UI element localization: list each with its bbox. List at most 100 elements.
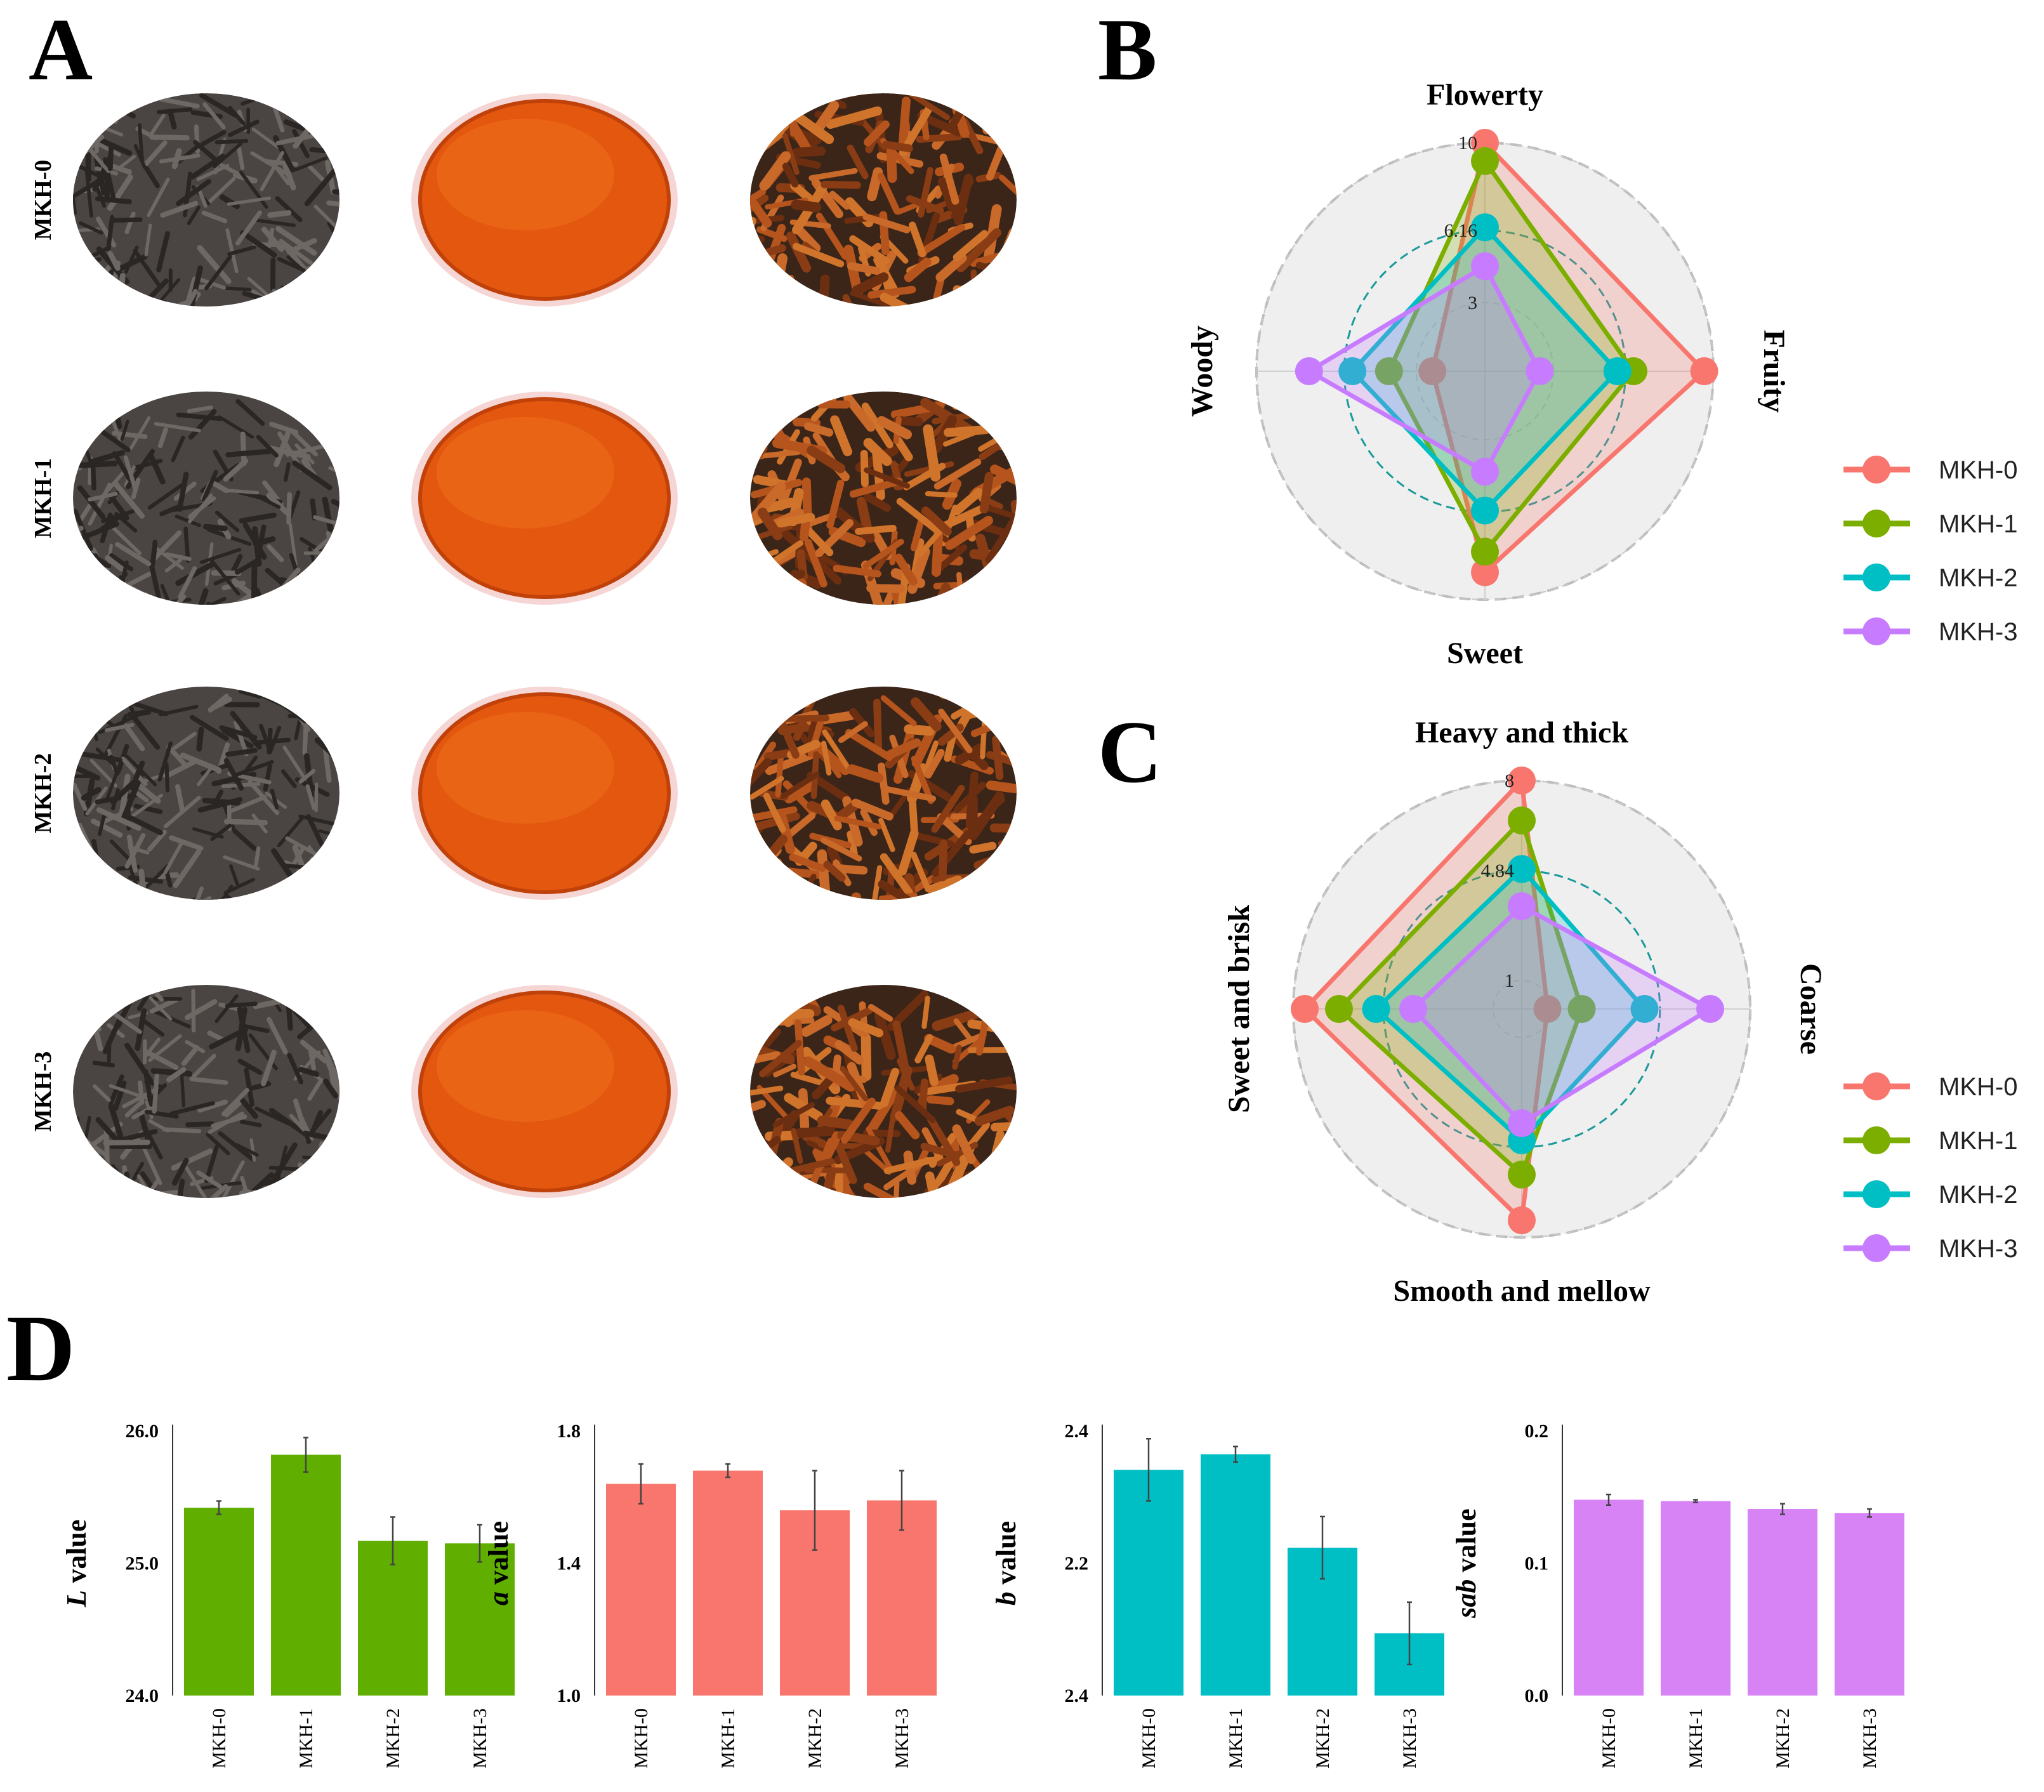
panel-label-A: A — [29, 1, 93, 99]
radar-point — [1690, 357, 1718, 385]
x-tick-label: MKH-2 — [1312, 1708, 1333, 1769]
x-tick-label: MKH-0 — [1599, 1708, 1619, 1769]
panel-label-B: B — [1098, 1, 1157, 99]
bar-mkh-1 — [271, 1454, 341, 1696]
y-axis-title-var: L — [61, 1590, 92, 1608]
bar-mkh-3 — [1835, 1513, 1904, 1696]
radar-point — [1471, 252, 1499, 280]
legend-label: MKH-3 — [1939, 1235, 2017, 1263]
row-label: MKH-2 — [30, 753, 56, 834]
radar-point — [1508, 1109, 1536, 1137]
legend-label: MKH-1 — [1939, 1127, 2017, 1155]
y-tick-label: 2.2 — [1065, 1553, 1089, 1574]
radar-point — [1508, 1161, 1536, 1189]
row-label: MKH-1 — [30, 458, 56, 539]
row-label: MKH-3 — [30, 1051, 56, 1132]
radar-point — [1471, 558, 1499, 586]
tea-infusion-photo — [411, 985, 678, 1198]
infused-leaf-photo — [750, 392, 1017, 605]
x-tick-label: MKH-2 — [383, 1708, 404, 1769]
legend-marker — [1863, 1126, 1890, 1154]
y-axis-title-var: a — [483, 1591, 514, 1605]
x-tick-label: MKH-3 — [892, 1708, 913, 1769]
radar-axis-label: Woody — [1185, 326, 1219, 417]
bar-chart-L: 24.0 25.0 26.0 L value MKH-0 MKH-1 MKH-2 MKH-3 — [61, 1421, 515, 1769]
radar-point — [1471, 147, 1499, 175]
bar-chart-a: 1.0 1.4 1.8 a value MKH-0 MKH-1 MKH-2 MKH-3 — [483, 1421, 937, 1769]
radar-axis-label: Heavy and thick — [1415, 716, 1628, 749]
radar-point — [1295, 357, 1323, 385]
y-tick-label: 0.0 — [1525, 1685, 1549, 1706]
x-tick-label: MKH-1 — [296, 1708, 317, 1769]
y-tick-label: 1.0 — [557, 1685, 581, 1706]
legend-label: MKH-0 — [1939, 1073, 2017, 1101]
radar-point — [1630, 995, 1659, 1023]
radar-point — [1508, 892, 1536, 920]
radar-axis-label: Sweet — [1447, 636, 1523, 670]
bar-mkh-2 — [358, 1541, 428, 1696]
panel-A-photo-grid: MKH-0 MKH-1 MKH-2 MKH-3 — [30, 93, 1017, 1198]
legend-label: MKH-2 — [1939, 1181, 2017, 1209]
panel-label-C: C — [1098, 703, 1162, 801]
y-axis-title: L value — [61, 1519, 92, 1607]
y-axis-title: a value — [483, 1521, 514, 1605]
y-tick-label: 26.0 — [126, 1421, 159, 1442]
dry-leaf-photo — [73, 985, 340, 1198]
bar-mkh-1 — [1201, 1454, 1270, 1696]
infused-leaf-photo — [750, 93, 1017, 306]
legend-marker — [1863, 510, 1890, 537]
radar-point — [1338, 357, 1367, 385]
radar-point — [1418, 357, 1447, 385]
y-tick-label: 24.0 — [126, 1685, 159, 1706]
x-tick-label: MKH-2 — [805, 1708, 826, 1769]
bar-mkh-2 — [1748, 1509, 1817, 1696]
y-axis-title-var: b — [991, 1591, 1022, 1605]
tea-infusion-photo — [411, 392, 678, 605]
y-tick-label: 0.1 — [1525, 1553, 1549, 1574]
radar-axis-label: Fruity — [1757, 330, 1791, 413]
dry-leaf-photo — [73, 687, 340, 900]
infused-leaf-photo — [750, 687, 1017, 900]
panel-label-D: D — [6, 1296, 75, 1401]
radar-point — [1325, 995, 1353, 1023]
tea-infusion-photo — [411, 93, 678, 306]
y-tick-label: 2.4 — [1065, 1685, 1089, 1706]
dry-leaf-photo — [73, 392, 340, 605]
infused-leaf-photo — [750, 985, 1017, 1198]
radar-axis-label: Sweet and brisk — [1222, 905, 1256, 1113]
x-tick-label: MKH-0 — [209, 1708, 230, 1769]
legend-aroma: MKH-0 MKH-1 MKH-2 MKH-3 — [1843, 456, 2017, 646]
radar-axis-label: Flowerty — [1427, 78, 1543, 112]
bar-mkh-1 — [693, 1470, 763, 1696]
radar-point — [1508, 767, 1536, 794]
radar-ring-label: 1 — [1505, 970, 1514, 991]
x-tick-label: MKH-3 — [1859, 1708, 1880, 1769]
radar-point — [1508, 855, 1536, 883]
legend-marker — [1863, 617, 1890, 645]
y-tick-label: 2.4 — [1065, 1421, 1089, 1442]
y-axis-title: sab value — [1451, 1508, 1482, 1618]
radar-point — [1508, 1206, 1536, 1234]
radar-point — [1399, 995, 1427, 1023]
legend-marker — [1863, 1072, 1890, 1100]
x-tick-label: MKH-2 — [1772, 1708, 1793, 1769]
bar-mkh-0 — [1574, 1499, 1644, 1696]
x-tick-label: MKH-1 — [1225, 1708, 1246, 1769]
radar-ring-label: 6.16 — [1444, 220, 1478, 241]
radar-point — [1696, 995, 1724, 1023]
y-axis-title-suffix: value — [483, 1521, 514, 1591]
legend-marker — [1863, 563, 1890, 591]
x-tick-label: MKH-1 — [1685, 1708, 1706, 1769]
y-axis-title: b value — [991, 1521, 1022, 1605]
radar-point — [1291, 995, 1319, 1023]
radar-ring-label: 4.84 — [1481, 860, 1515, 881]
radar-ring-label: 10 — [1458, 133, 1477, 154]
radar-axis-label: Coarse — [1794, 963, 1828, 1055]
legend-label: MKH-3 — [1939, 618, 2017, 646]
x-tick-label: MKH-0 — [631, 1708, 652, 1769]
radar-point — [1471, 496, 1499, 525]
radar-ring-label: 3 — [1468, 293, 1477, 313]
y-tick-label: 0.2 — [1525, 1421, 1549, 1442]
